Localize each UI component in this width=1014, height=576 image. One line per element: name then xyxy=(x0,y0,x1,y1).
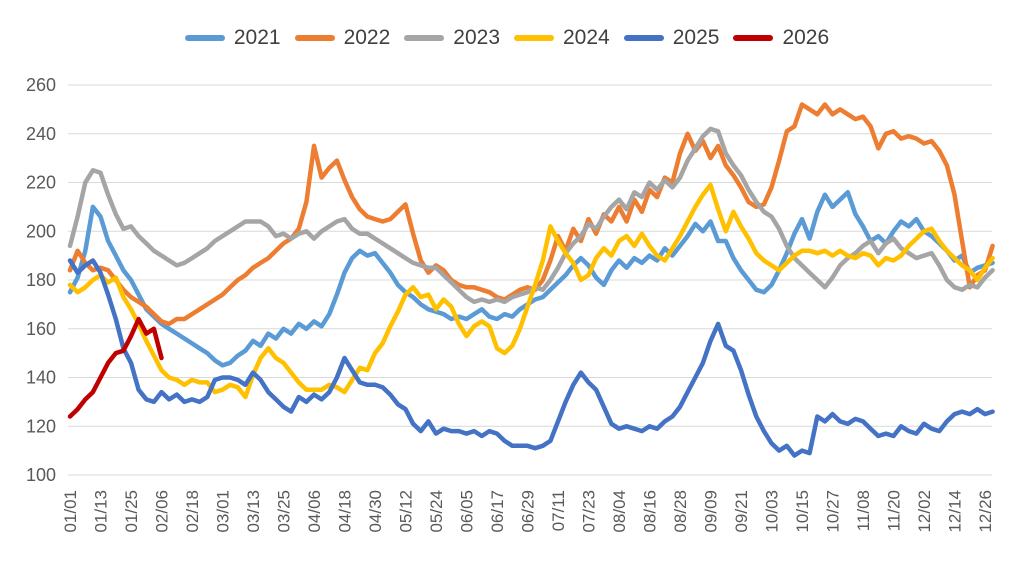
x-tick-label: 10/03 xyxy=(763,490,782,533)
series-line-2021 xyxy=(67,190,995,368)
y-tick-label: 120 xyxy=(26,416,56,436)
x-tick-label: 03/25 xyxy=(275,490,294,533)
x-tick-label: 04/06 xyxy=(305,490,324,533)
legend-swatch-icon xyxy=(514,35,554,41)
chart-legend: 2021 2022 2023 2024 2025 2026 xyxy=(0,26,1014,50)
x-tick-label: 09/09 xyxy=(702,490,721,533)
x-tick-label: 03/13 xyxy=(244,490,263,533)
x-tick-label: 05/12 xyxy=(397,490,416,533)
legend-label: 2021 xyxy=(233,26,281,49)
legend-swatch-icon xyxy=(184,35,225,41)
legend-swatch-icon xyxy=(294,35,335,41)
gridlines xyxy=(68,84,992,476)
legend-item-2025: 2025 xyxy=(623,26,720,50)
y-tick-label: 240 xyxy=(26,124,56,144)
x-axis-labels: 01/01 01/13 01/25 02/06 02/18 03/01 03/13 03/25… xyxy=(61,490,995,533)
x-tick-label: 06/17 xyxy=(488,490,507,533)
legend-label: 2023 xyxy=(453,26,500,49)
legend-item-2023: 2023 xyxy=(404,26,500,50)
series-lines xyxy=(67,102,995,458)
legend-label: 2022 xyxy=(343,26,391,49)
x-tick-label: 09/21 xyxy=(732,490,751,533)
y-tick-label: 200 xyxy=(26,221,56,241)
x-tick-label: 07/11 xyxy=(549,490,568,531)
x-tick-label: 10/15 xyxy=(793,490,812,533)
series-line-2024 xyxy=(67,182,995,400)
legend-label: 2024 xyxy=(563,26,610,49)
legend-item-2024: 2024 xyxy=(514,26,610,50)
x-tick-label: 01/01 xyxy=(61,490,80,533)
legend-swatch-icon xyxy=(404,35,445,41)
x-tick-label: 05/24 xyxy=(427,490,446,533)
y-tick-label: 160 xyxy=(26,319,56,339)
x-tick-label: 06/29 xyxy=(519,490,538,533)
legend-item-2026: 2026 xyxy=(733,26,829,50)
x-tick-label: 04/30 xyxy=(366,490,385,533)
x-tick-label: 07/23 xyxy=(580,490,599,533)
x-tick-label: 08/28 xyxy=(671,490,690,533)
x-tick-label: 12/14 xyxy=(946,490,965,533)
legend-swatch-icon xyxy=(623,35,664,41)
y-tick-label: 260 xyxy=(26,75,56,95)
series-line-2025 xyxy=(67,258,995,458)
x-tick-label: 11/20 xyxy=(885,490,904,531)
x-tick-label: 12/26 xyxy=(976,490,995,533)
x-tick-label: 12/02 xyxy=(915,490,934,533)
x-tick-label: 11/08 xyxy=(854,490,873,531)
x-tick-label: 02/06 xyxy=(153,490,172,533)
y-tick-label: 180 xyxy=(26,270,56,290)
x-tick-label: 08/16 xyxy=(641,490,660,533)
legend-label: 2026 xyxy=(782,26,830,49)
y-tick-label: 140 xyxy=(26,368,56,388)
x-tick-label: 06/05 xyxy=(458,490,477,533)
series-line-2026 xyxy=(67,316,164,419)
y-axis-labels: 260 240 220 200 180 160 140 120 100 xyxy=(26,75,56,485)
y-tick-label: 100 xyxy=(26,465,56,485)
y-tick-label: 220 xyxy=(26,173,56,193)
x-tick-label: 02/18 xyxy=(183,490,202,533)
legend-swatch-icon xyxy=(733,35,774,41)
x-tick-label: 04/18 xyxy=(336,490,355,533)
legend-item-2021: 2021 xyxy=(184,26,281,50)
x-tick-label: 03/01 xyxy=(214,490,233,533)
x-tick-label: 01/13 xyxy=(92,490,111,533)
legend-item-2022: 2022 xyxy=(294,26,391,50)
x-tick-label: 10/27 xyxy=(824,490,843,533)
legend-label: 2025 xyxy=(672,26,720,49)
x-tick-label: 01/25 xyxy=(122,490,141,533)
x-tick-label: 08/04 xyxy=(610,490,629,533)
